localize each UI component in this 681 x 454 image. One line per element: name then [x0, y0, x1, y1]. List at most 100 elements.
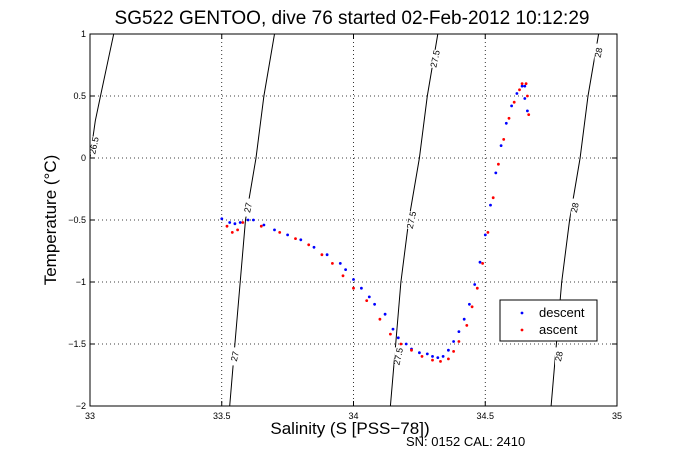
- density-contour-label: 27: [229, 350, 241, 362]
- descent-point: [373, 302, 376, 306]
- legend: descent ascent: [499, 299, 598, 342]
- data-series: [220, 82, 531, 363]
- legend-box: [499, 299, 598, 342]
- ascent-point: [420, 355, 424, 358]
- contour-label-background: [570, 198, 579, 217]
- y-tick-label: −1: [76, 277, 86, 287]
- descent-point: [425, 352, 429, 356]
- descent-point: [418, 351, 421, 355]
- descent-point: [404, 342, 408, 346]
- ascent-point: [378, 317, 382, 321]
- descent-point: [344, 268, 347, 271]
- descent-point: [238, 221, 242, 224]
- y-tick-label: −0.5: [68, 215, 86, 225]
- legend-label-descent: descent: [539, 305, 585, 320]
- descent-point: [499, 144, 503, 148]
- y-tick-label: 0.5: [73, 91, 86, 101]
- density-contour-label: 26.5: [87, 136, 100, 155]
- descent-point: [273, 228, 276, 232]
- ascent-point: [526, 94, 529, 98]
- ascent-point: [447, 357, 450, 361]
- descent-point: [367, 295, 371, 299]
- descent-point: [489, 203, 492, 207]
- ascent-point: [481, 262, 484, 265]
- descent-point: [286, 233, 289, 237]
- descent-point: [483, 233, 487, 237]
- descent-point: [391, 327, 395, 331]
- descent-point: [468, 302, 471, 306]
- contour-label-background: [89, 136, 98, 155]
- plot-background: [90, 34, 617, 406]
- ascent-point: [475, 286, 479, 290]
- descent-point: [299, 238, 303, 242]
- descent-point: [447, 348, 450, 352]
- descent-point: [473, 283, 477, 286]
- descent-point: [515, 92, 519, 95]
- x-tick-label: 34.5: [476, 411, 494, 421]
- ascent-point: [502, 138, 506, 141]
- contour-label-background: [230, 347, 239, 366]
- descent-point: [526, 109, 529, 113]
- ascent-point: [341, 274, 345, 278]
- descent-point: [452, 340, 455, 343]
- y-tick-label: 0: [81, 153, 86, 163]
- descent-point: [441, 355, 445, 358]
- ascent-point: [225, 224, 229, 228]
- y-tick-label: 1: [81, 29, 86, 39]
- ascent-point: [452, 350, 455, 353]
- descent-point: [325, 253, 329, 257]
- series-descent: [220, 84, 529, 359]
- ascent-point: [410, 348, 413, 352]
- ascent-point: [439, 360, 442, 363]
- density-contour-label: 28: [569, 202, 581, 214]
- x-tick-label: 33: [85, 411, 95, 421]
- descent-point: [520, 84, 524, 88]
- contour-label-background: [394, 347, 403, 366]
- ascent-point: [278, 231, 282, 234]
- density-contour-label: 27.5: [392, 347, 405, 366]
- descent-point: [462, 317, 466, 321]
- ascent-point: [457, 340, 461, 343]
- y-tick-label: −2: [76, 401, 86, 411]
- ascent-point: [491, 196, 495, 200]
- series-ascent: [225, 82, 531, 363]
- ascent-point: [307, 243, 311, 247]
- ascent-point: [512, 100, 516, 104]
- ascent-point: [389, 332, 392, 336]
- contour-label-background: [407, 211, 416, 229]
- contour-label-background: [431, 49, 440, 68]
- descent-point: [383, 312, 387, 316]
- descent-point: [360, 286, 363, 290]
- ascent-point: [465, 324, 469, 327]
- ascent-point: [236, 228, 240, 232]
- y-tick-label: −1.5: [68, 339, 86, 349]
- descent-point: [457, 330, 461, 333]
- density-contour-line: [550, 34, 600, 406]
- descent-point: [494, 171, 498, 175]
- descent-point: [246, 218, 250, 222]
- ascent-point: [320, 253, 324, 257]
- descent-point: [220, 217, 224, 221]
- ascent-point: [230, 231, 234, 234]
- legend-label-ascent: ascent: [539, 322, 578, 337]
- chart-title: SG522 GENTOO, dive 76 started 02-Feb-201…: [115, 8, 590, 29]
- ascent-point: [507, 116, 511, 120]
- ascent-point: [294, 237, 297, 241]
- descent-point: [352, 278, 355, 281]
- contour-label-background: [555, 347, 564, 366]
- descent-point: [233, 222, 237, 226]
- ascent-point: [527, 113, 531, 116]
- descent-point: [338, 262, 342, 265]
- ascent-point: [520, 82, 524, 85]
- descent-point: [478, 260, 482, 264]
- x-tick-label: 35: [612, 411, 622, 421]
- ascent-point: [470, 305, 474, 309]
- legend-marker-descent: [520, 311, 524, 315]
- x-tick-label: 33.5: [213, 411, 231, 421]
- ascent-point: [331, 262, 334, 265]
- descent-point: [431, 355, 434, 358]
- axis-ticks: 33 33.5 34 34.5 35 −2 −1.5 −1 −0.5 0 0.5 1: [68, 29, 622, 421]
- descent-point: [396, 336, 400, 340]
- density-contour-labels: 26.5 27 27 27.5 27.5 27.5 28 28 28: [87, 43, 605, 366]
